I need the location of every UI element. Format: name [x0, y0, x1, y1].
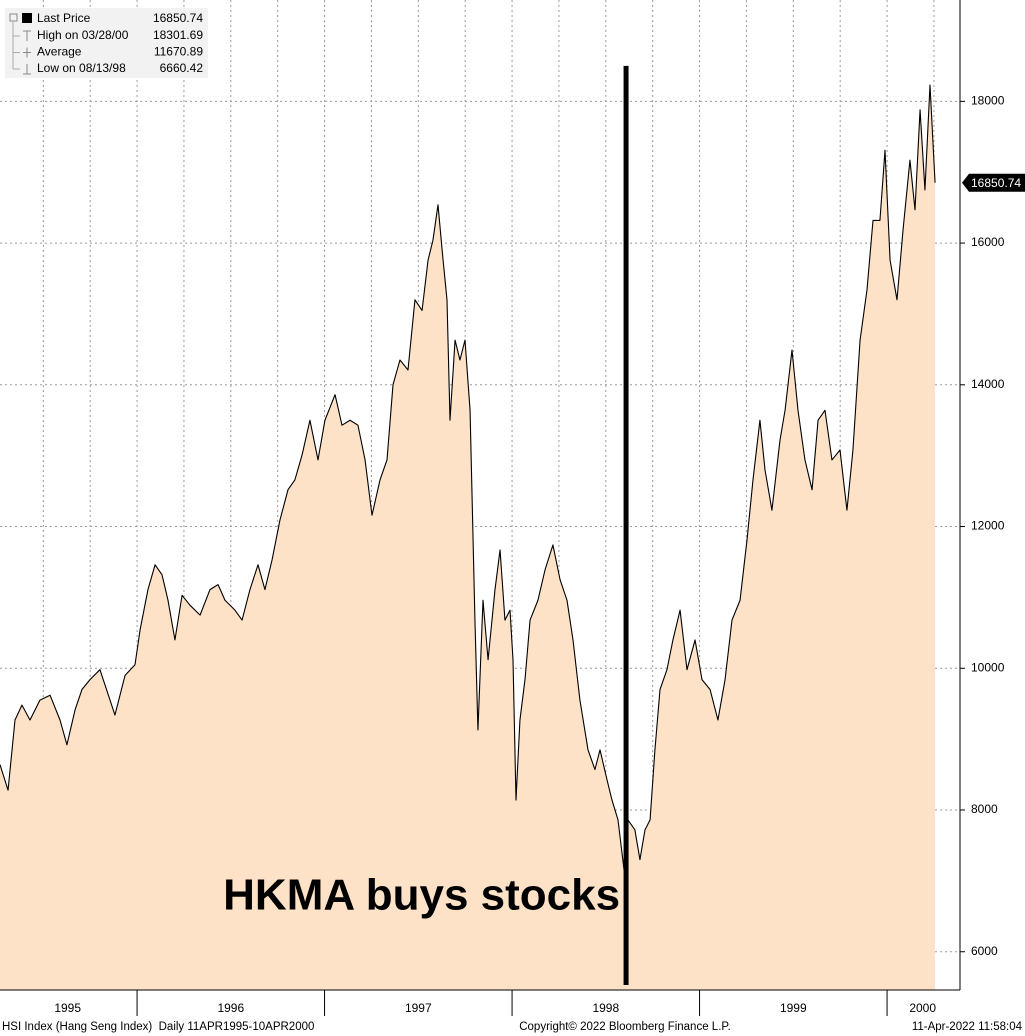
legend: Last Price 16850.74 High on 03/28/00 18301.… [5, 8, 208, 78]
legend-stat-value: 11670.89 [154, 45, 203, 59]
legend-stat-label: Low on 08/13/98 [37, 61, 126, 75]
legend-box [5, 8, 208, 78]
y-tick-label: 16000 [971, 235, 1005, 249]
annotation-text: HKMA buys stocks [223, 871, 620, 920]
footer-left: HSI Index (Hang Seng Index) Daily 11APR1… [2, 1021, 314, 1033]
legend-value: 16850.74 [153, 11, 203, 25]
y-tick-label: 10000 [971, 660, 1005, 674]
x-tick-label: 2000 [909, 1001, 936, 1015]
legend-stat-label: Average [37, 45, 82, 59]
x-tick-label: 1997 [405, 1001, 432, 1015]
x-tick-label: 1995 [54, 1001, 81, 1015]
y-tick-label: 12000 [971, 519, 1005, 533]
legend-label: Last Price [37, 11, 91, 25]
legend-swatch [22, 13, 32, 23]
y-tick-label: 18000 [971, 94, 1005, 108]
footer-center: Copyright© 2022 Bloomberg Finance L.P. [519, 1021, 731, 1033]
y-tick-label: 6000 [971, 944, 998, 958]
y-tick-label: 14000 [971, 377, 1005, 391]
x-tick-label: 1998 [592, 1001, 619, 1015]
price-area [0, 85, 936, 991]
legend-stat-value: 18301.69 [153, 28, 203, 42]
footer-right: 11-Apr-2022 11:58:04 [912, 1021, 1023, 1033]
y-tick-label: 8000 [971, 802, 998, 816]
x-tick-label: 1999 [780, 1001, 807, 1015]
legend-stat-label: High on 03/28/00 [37, 28, 129, 42]
price-line [0, 84, 936, 871]
last-price-tag [962, 173, 1025, 192]
legend-stat-value: 6660.42 [160, 61, 204, 75]
legend-collapse-icon [9, 13, 18, 22]
x-tick-label: 1996 [217, 1001, 244, 1015]
last-price-label: 16850.74 [971, 176, 1021, 190]
